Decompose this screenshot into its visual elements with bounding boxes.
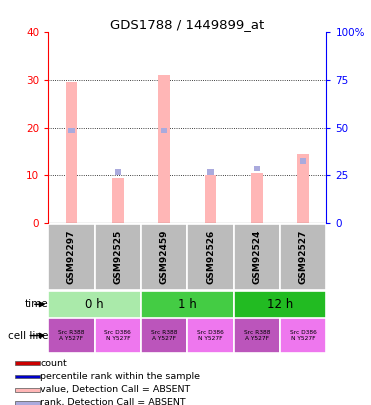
Text: GSM92297: GSM92297 bbox=[67, 230, 76, 284]
Bar bbox=[66, 82, 77, 223]
Text: 1 h: 1 h bbox=[178, 298, 197, 311]
Bar bbox=[251, 173, 263, 223]
Bar bbox=[14, 388, 40, 392]
Bar bbox=[158, 75, 170, 223]
Bar bbox=[234, 291, 326, 318]
Text: GSM92524: GSM92524 bbox=[252, 230, 262, 284]
Bar bbox=[298, 154, 309, 223]
Text: Src R388
A Y527F: Src R388 A Y527F bbox=[151, 330, 177, 341]
Bar bbox=[14, 401, 40, 405]
Text: time: time bbox=[24, 299, 48, 309]
Bar bbox=[280, 318, 326, 353]
Text: 12 h: 12 h bbox=[267, 298, 293, 311]
Text: GSM92527: GSM92527 bbox=[299, 230, 308, 284]
Bar bbox=[14, 362, 40, 365]
Text: Src R388
A Y527F: Src R388 A Y527F bbox=[244, 330, 270, 341]
Bar bbox=[141, 291, 234, 318]
Text: Src R388
A Y527F: Src R388 A Y527F bbox=[58, 330, 85, 341]
Bar bbox=[68, 128, 75, 133]
Text: 0 h: 0 h bbox=[85, 298, 104, 311]
Bar bbox=[95, 224, 141, 290]
Text: GSM92525: GSM92525 bbox=[113, 230, 122, 284]
Bar bbox=[254, 166, 260, 171]
Text: cell line: cell line bbox=[8, 330, 48, 341]
Text: value, Detection Call = ABSENT: value, Detection Call = ABSENT bbox=[40, 385, 190, 394]
Text: Src D386
N Y527F: Src D386 N Y527F bbox=[197, 330, 224, 341]
Text: rank, Detection Call = ABSENT: rank, Detection Call = ABSENT bbox=[40, 398, 186, 405]
Bar bbox=[187, 318, 234, 353]
Bar bbox=[141, 224, 187, 290]
Bar bbox=[115, 169, 121, 175]
Text: count: count bbox=[40, 359, 67, 368]
Text: GSM92459: GSM92459 bbox=[160, 230, 169, 284]
Bar bbox=[207, 169, 214, 175]
Bar bbox=[141, 318, 187, 353]
Bar bbox=[48, 224, 95, 290]
Text: GSM92526: GSM92526 bbox=[206, 230, 215, 284]
Bar bbox=[280, 224, 326, 290]
Bar bbox=[205, 175, 216, 223]
Bar bbox=[48, 318, 95, 353]
Bar bbox=[161, 128, 167, 133]
Text: Src D386
N Y527F: Src D386 N Y527F bbox=[290, 330, 317, 341]
Text: percentile rank within the sample: percentile rank within the sample bbox=[40, 372, 200, 381]
Bar bbox=[187, 224, 234, 290]
Bar bbox=[112, 177, 124, 223]
Bar bbox=[234, 224, 280, 290]
Bar bbox=[48, 291, 141, 318]
Bar bbox=[95, 318, 141, 353]
Text: Src D386
N Y527F: Src D386 N Y527F bbox=[104, 330, 131, 341]
Bar bbox=[234, 318, 280, 353]
Bar bbox=[14, 375, 40, 378]
Bar bbox=[300, 158, 306, 164]
Title: GDS1788 / 1449899_at: GDS1788 / 1449899_at bbox=[110, 18, 265, 31]
